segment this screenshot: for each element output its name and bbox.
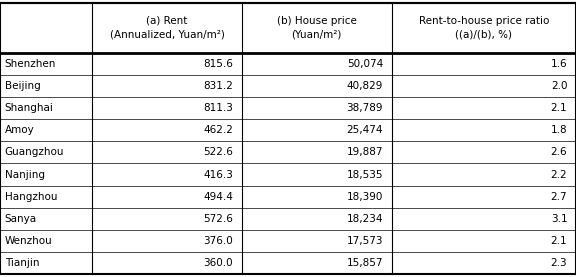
Text: 2.7: 2.7 <box>551 192 567 202</box>
Text: Shenzhen: Shenzhen <box>5 59 56 69</box>
Text: 18,390: 18,390 <box>347 192 383 202</box>
Text: 811.3: 811.3 <box>203 103 233 113</box>
Text: Guangzhou: Guangzhou <box>5 147 64 157</box>
Text: 831.2: 831.2 <box>203 81 233 91</box>
Text: 50,074: 50,074 <box>347 59 383 69</box>
Text: 360.0: 360.0 <box>204 258 233 268</box>
Text: 17,573: 17,573 <box>347 236 383 246</box>
Text: 2.2: 2.2 <box>551 170 567 179</box>
Text: Rent-to-house price ratio
((a)/(b), %): Rent-to-house price ratio ((a)/(b), %) <box>419 16 549 40</box>
Text: 19,887: 19,887 <box>347 147 383 157</box>
Text: 3.1: 3.1 <box>551 214 567 224</box>
Text: Hangzhou: Hangzhou <box>5 192 57 202</box>
Text: Nanjing: Nanjing <box>5 170 44 179</box>
Text: 38,789: 38,789 <box>347 103 383 113</box>
Text: 494.4: 494.4 <box>203 192 233 202</box>
Text: 15,857: 15,857 <box>347 258 383 268</box>
Text: (b) House price
(Yuan/m²): (b) House price (Yuan/m²) <box>277 16 357 40</box>
Text: 815.6: 815.6 <box>203 59 233 69</box>
Text: 572.6: 572.6 <box>203 214 233 224</box>
Text: 2.6: 2.6 <box>551 147 567 157</box>
Text: Wenzhou: Wenzhou <box>5 236 52 246</box>
Text: Shanghai: Shanghai <box>5 103 54 113</box>
Text: 416.3: 416.3 <box>203 170 233 179</box>
Text: Beijing: Beijing <box>5 81 40 91</box>
Text: 2.0: 2.0 <box>551 81 567 91</box>
Text: 1.6: 1.6 <box>551 59 567 69</box>
Text: (a) Rent
(Annualized, Yuan/m²): (a) Rent (Annualized, Yuan/m²) <box>109 16 225 40</box>
Text: 18,234: 18,234 <box>347 214 383 224</box>
Text: 25,474: 25,474 <box>347 125 383 135</box>
Text: 462.2: 462.2 <box>203 125 233 135</box>
Text: 522.6: 522.6 <box>203 147 233 157</box>
Text: Sanya: Sanya <box>5 214 37 224</box>
Text: 18,535: 18,535 <box>347 170 383 179</box>
Text: 2.1: 2.1 <box>551 103 567 113</box>
Text: Tianjin: Tianjin <box>5 258 39 268</box>
Text: 2.3: 2.3 <box>551 258 567 268</box>
Text: 1.8: 1.8 <box>551 125 567 135</box>
Text: Amoy: Amoy <box>5 125 35 135</box>
Text: 2.1: 2.1 <box>551 236 567 246</box>
Text: 40,829: 40,829 <box>347 81 383 91</box>
Text: 376.0: 376.0 <box>203 236 233 246</box>
